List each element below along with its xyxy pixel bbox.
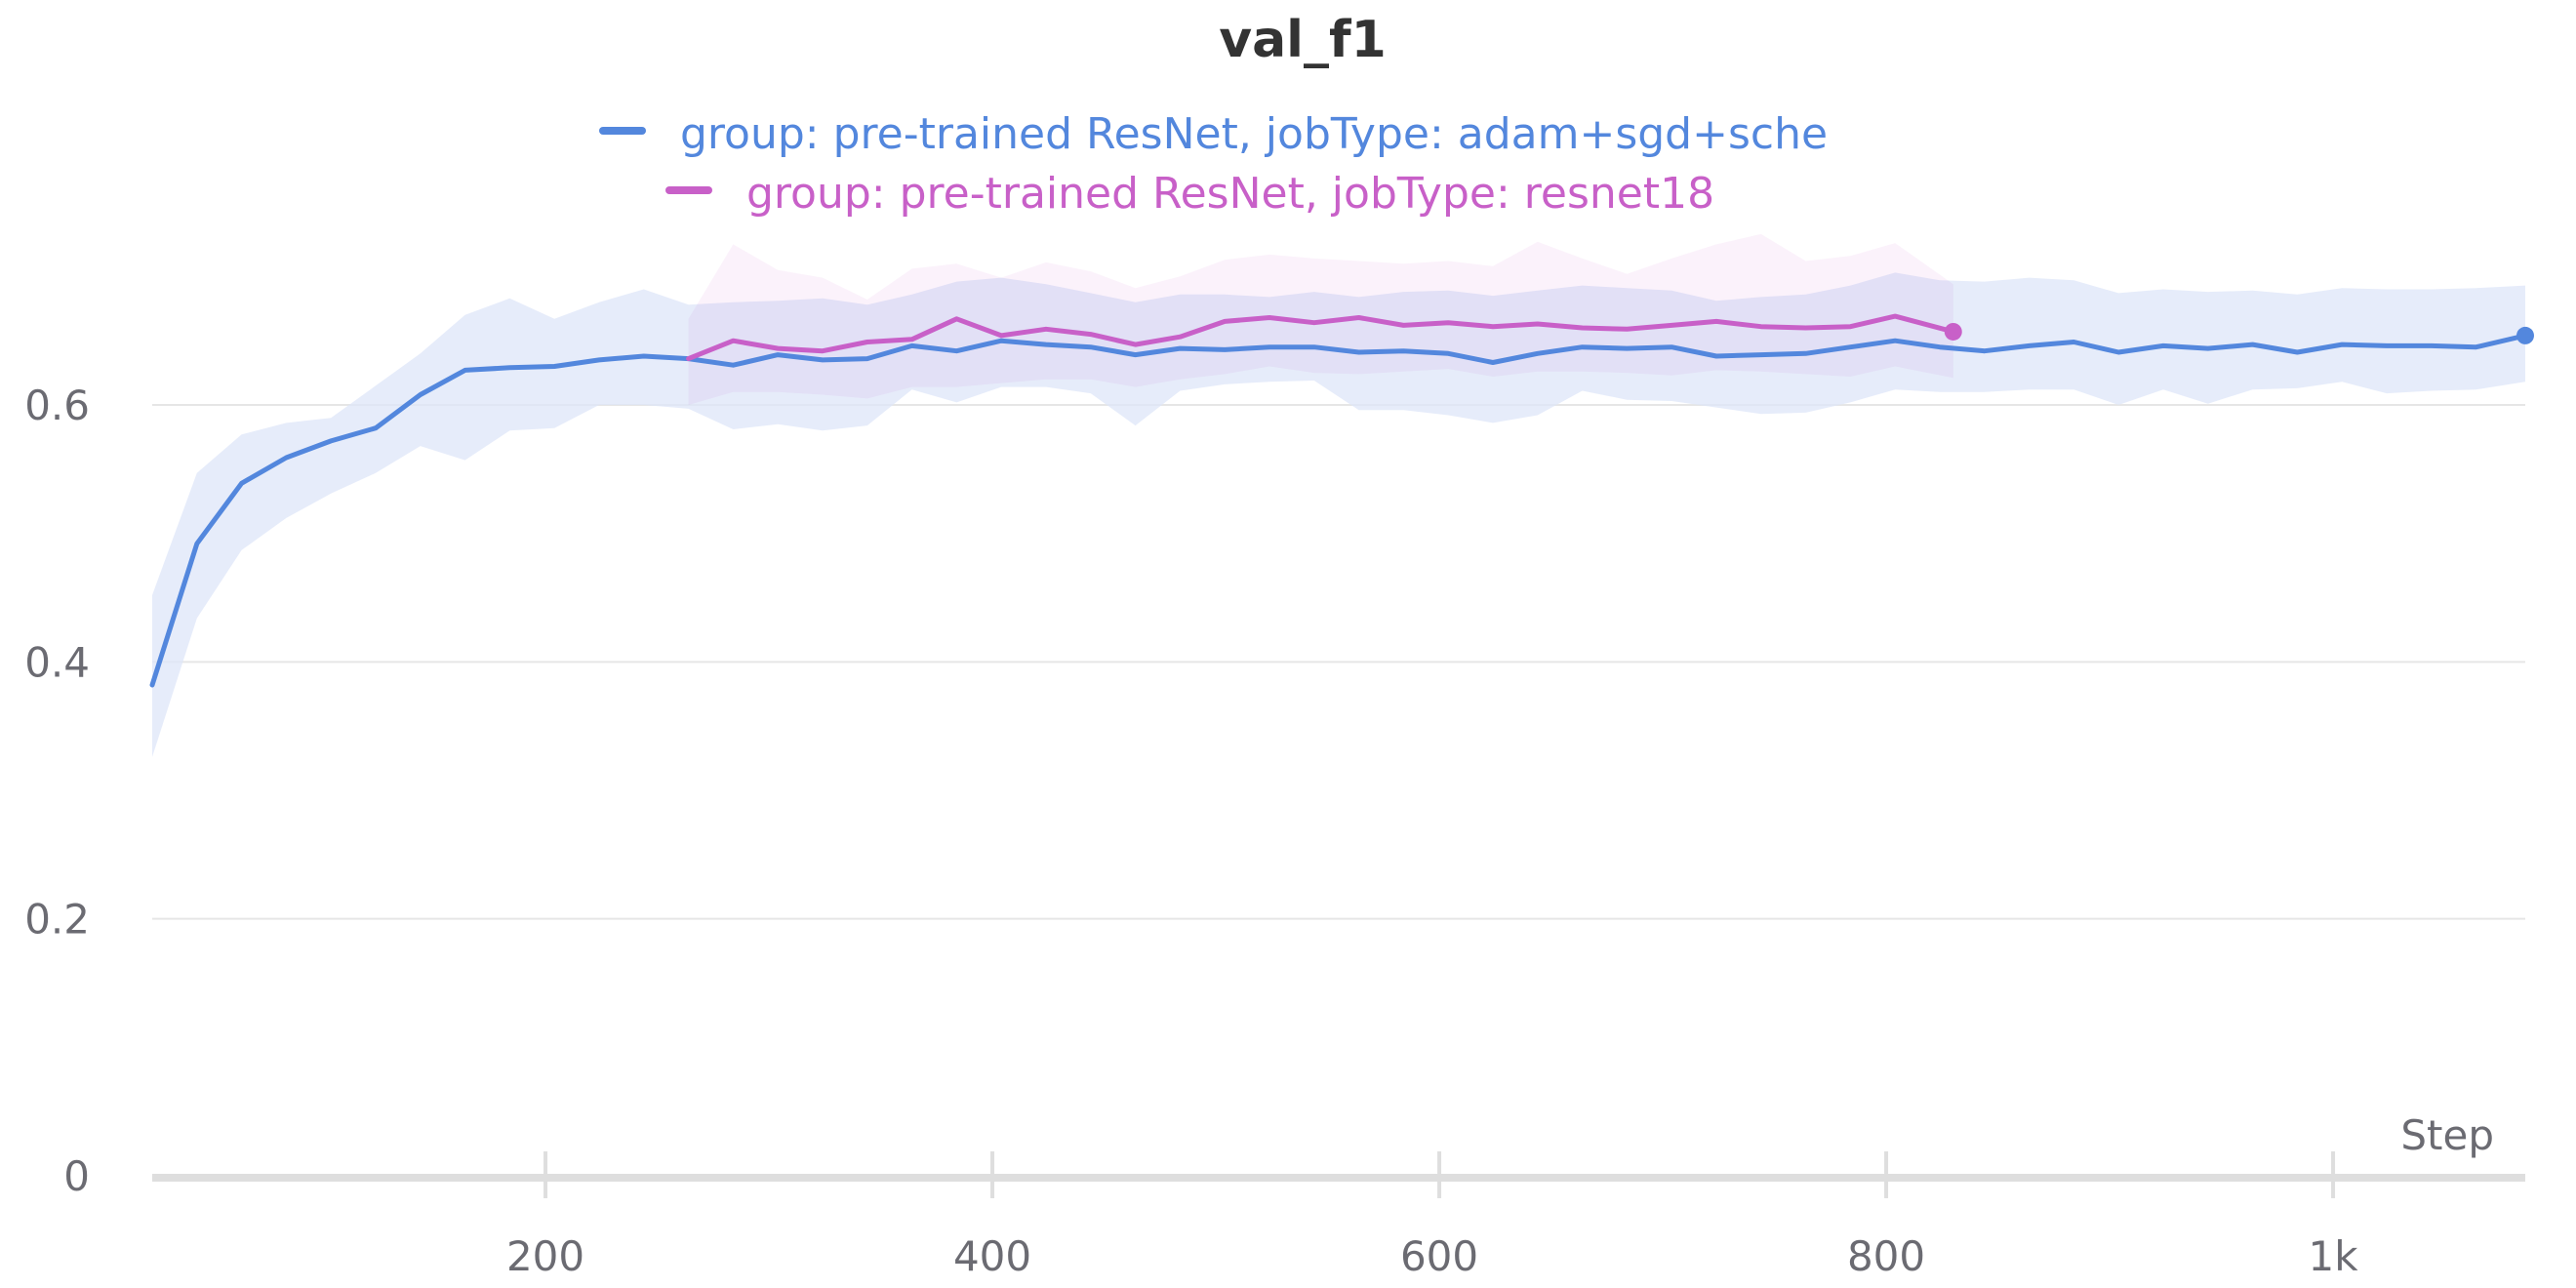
y-tick-label: 0.6 xyxy=(24,382,90,429)
y-tick-label: 0 xyxy=(63,1152,90,1200)
x-tick-label: 400 xyxy=(953,1232,1031,1280)
y-axis: 0 0.2 0.4 0.6 xyxy=(24,382,90,1200)
chart-title: val_f1 xyxy=(1219,11,1387,69)
y-tick-label: 0.4 xyxy=(24,638,90,686)
series-endpoint-1[interactable] xyxy=(1944,322,1962,341)
x-tick-label: 800 xyxy=(1847,1232,1925,1280)
legend-item-1[interactable]: group: pre-trained ResNet, jobType: resn… xyxy=(665,169,1714,219)
legend-label-1: group: pre-trained ResNet, jobType: resn… xyxy=(746,169,1714,219)
series-line-1[interactable] xyxy=(686,313,1956,362)
x-tick-label: 600 xyxy=(1400,1232,1478,1280)
y-tick-label: 0.2 xyxy=(24,896,90,944)
series-band-0 xyxy=(152,272,2525,757)
legend-label-0: group: pre-trained ResNet, jobType: adam… xyxy=(680,109,1828,159)
legend[interactable]: group: pre-trained ResNet, jobType: adam… xyxy=(599,109,1828,219)
series-line-0[interactable] xyxy=(149,333,2528,688)
grid-lines xyxy=(152,404,2525,920)
x-axis: 200 400 600 800 1k xyxy=(152,1151,2525,1280)
series-endpoints xyxy=(1944,322,2534,344)
legend-item-0[interactable]: group: pre-trained ResNet, jobType: adam… xyxy=(599,109,1828,159)
x-tick-label: 1k xyxy=(2309,1232,2359,1280)
x-tick-label: 200 xyxy=(506,1232,584,1280)
x-axis-label: Step xyxy=(2400,1111,2494,1159)
series-endpoint-0[interactable] xyxy=(2516,326,2534,344)
series-lines xyxy=(149,313,2528,688)
series-bands xyxy=(152,233,2525,757)
